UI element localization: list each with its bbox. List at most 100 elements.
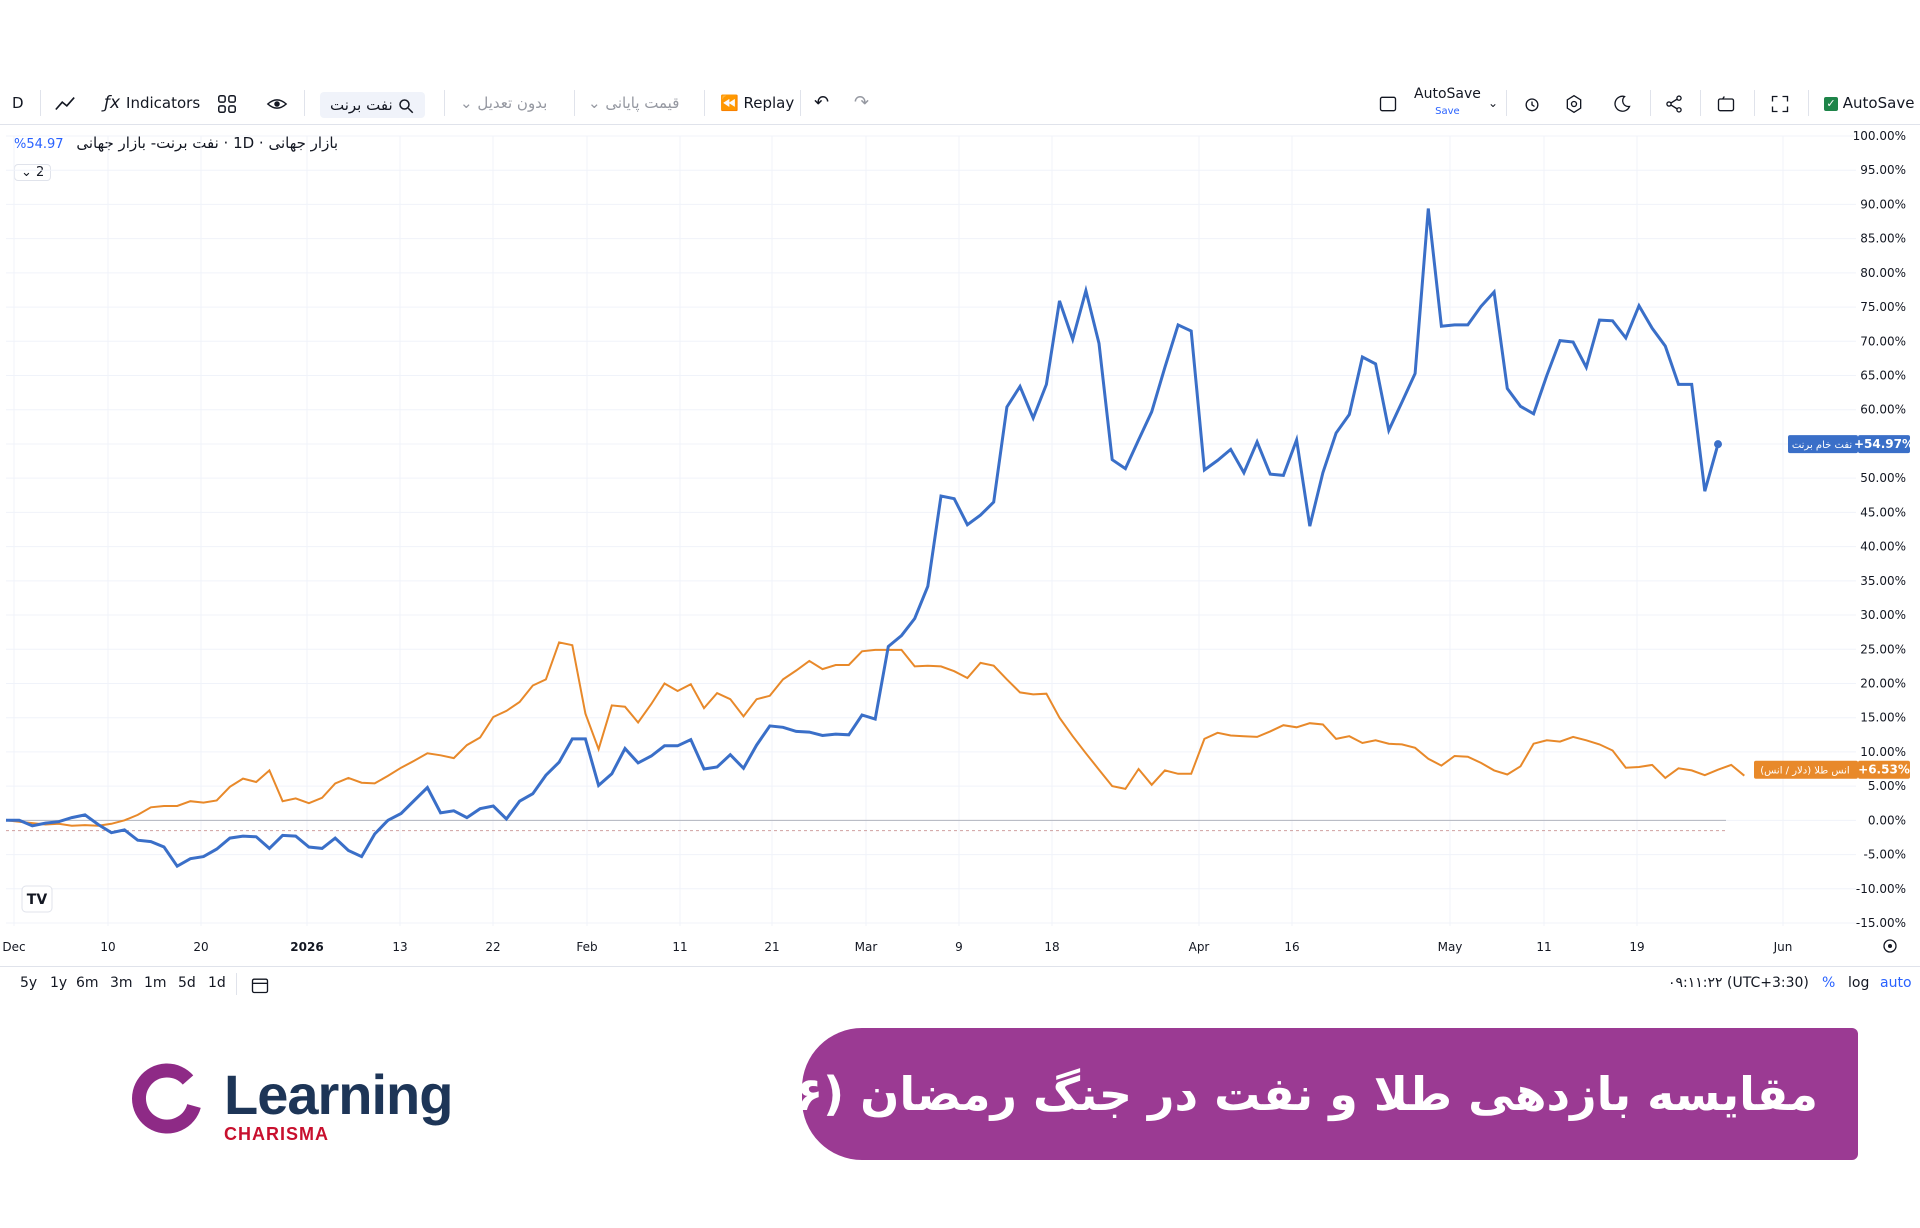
chevron-down-icon: ⌄	[1488, 96, 1499, 110]
autosave-label: AutoSave	[1414, 86, 1481, 102]
fullscreen-button[interactable]	[1770, 92, 1790, 114]
theme-button[interactable]	[1612, 92, 1632, 114]
redo-button[interactable]: ↷	[854, 92, 869, 114]
y-tick-label: 45.00%	[1860, 505, 1906, 519]
y-tick-label: 60.00%	[1860, 403, 1906, 417]
x-tick-label: Apr	[1189, 940, 1210, 954]
x-tick-label: 19	[1629, 940, 1644, 954]
legend-collapse-button[interactable]: ⌄ 2	[14, 164, 52, 181]
fullscreen-icon	[1771, 95, 1789, 112]
x-tick-label: 21	[764, 940, 779, 954]
square-icon	[1379, 96, 1397, 111]
toolbar-divider	[304, 90, 305, 116]
symbol-search-button[interactable]: نفت برنت	[320, 92, 426, 118]
settings-button[interactable]	[1564, 92, 1584, 114]
y-tick-label: 50.00%	[1860, 471, 1906, 485]
y-tick-label: 40.00%	[1860, 540, 1906, 554]
adjustment-dropdown[interactable]: ⌄ بدون تعدیل	[460, 94, 548, 112]
percent-toggle[interactable]: %	[1822, 975, 1836, 991]
y-tick-label: 35.00%	[1860, 574, 1906, 588]
title-banner: مقایسه بازدهی طلا و نفت در جنگ رمضان (۶ …	[652, 1028, 1858, 1160]
price-label-brent-value: +54.97%	[1854, 437, 1914, 451]
alert-button[interactable]	[1522, 92, 1542, 114]
range-button-1m[interactable]: 1m	[144, 975, 167, 991]
range-button-5d[interactable]: 5d	[178, 975, 196, 991]
chart-type-button[interactable]	[54, 92, 76, 114]
y-tick-label: 85.00%	[1860, 232, 1906, 246]
y-tick-label: 70.00%	[1860, 334, 1906, 348]
x-tick-label: Mar	[855, 940, 878, 954]
autosave-button[interactable]: AutoSave Save	[1414, 86, 1481, 117]
interval-button[interactable]: D	[12, 94, 24, 112]
replay-button[interactable]: ⏪ Replay	[720, 92, 794, 114]
price-label-brent: نفت خام برنت +54.97%	[1788, 435, 1914, 454]
share-icon	[1666, 94, 1682, 113]
range-button-5y[interactable]: 5y	[20, 975, 38, 991]
y-tick-label: -5.00%	[1864, 848, 1906, 862]
checkbox-checked-icon: ✓	[1824, 96, 1838, 111]
y-tick-label: 15.00%	[1860, 711, 1906, 725]
y-tick-label: 25.00%	[1860, 642, 1906, 656]
toolbar-divider	[1700, 90, 1701, 116]
x-tick-label: 22	[485, 940, 500, 954]
series-last-point-brent	[1714, 440, 1722, 449]
x-tick-label: 10	[100, 940, 115, 954]
range-button-1d[interactable]: 1d	[208, 975, 226, 991]
gear-icon	[1566, 94, 1582, 113]
range-button-1y[interactable]: 1y	[50, 975, 68, 991]
y-tick-label: 20.00%	[1860, 676, 1906, 690]
svg-text:TV: TV	[27, 892, 48, 908]
autosave-checkbox[interactable]: ✓ AutoSave	[1824, 92, 1914, 114]
chart-grid	[6, 135, 1856, 926]
symbol-search-label: نفت برنت	[330, 96, 393, 114]
replay-icon: ⏪	[720, 94, 739, 112]
log-toggle[interactable]: log	[1848, 975, 1870, 991]
share-button[interactable]	[1664, 92, 1684, 114]
templates-button[interactable]	[216, 92, 238, 114]
camera-icon	[1717, 95, 1735, 111]
autosave-sublabel: Save	[1435, 106, 1460, 117]
y-tick-label: -15.00%	[1856, 916, 1906, 930]
indicators-button[interactable]: ƒx Indicators	[104, 92, 200, 114]
chart-bottom-bar: 5y 1y 6m 3m 1m 5d 1d ۰۹:۱۱:۲۲ (UTC+3:30)…	[0, 966, 1920, 1001]
learning-charisma-logo-mark	[132, 1063, 201, 1134]
logo-wordmark: Learning	[224, 1063, 453, 1126]
x-tick-label: 2026	[290, 940, 323, 954]
autosave-dropdown[interactable]: ⌄	[1488, 92, 1498, 114]
toolbar-divider	[444, 90, 445, 116]
range-button-3m[interactable]: 3m	[110, 975, 133, 991]
auto-toggle[interactable]: auto	[1880, 975, 1912, 991]
axis-settings-button	[1883, 939, 1897, 953]
undo-icon: ↶	[814, 92, 830, 113]
price-type-dropdown[interactable]: ⌄ قیمت پایانی	[588, 94, 680, 112]
toolbar-divider	[1650, 90, 1651, 116]
chart-canvas[interactable]: 100.00%95.00%90.00%85.00%80.00%75.00%70.…	[0, 126, 1920, 966]
series-line-brent	[6, 208, 1720, 869]
visibility-button[interactable]	[266, 92, 288, 114]
go-to-date-button[interactable]	[250, 975, 270, 995]
x-tick-label: Feb	[576, 940, 597, 954]
snapshot-button[interactable]	[1716, 92, 1736, 114]
toolbar-divider	[40, 90, 41, 116]
x-tick-label: 11	[1536, 940, 1551, 954]
tradingview-logo: TV	[21, 885, 53, 913]
layout-button[interactable]	[1378, 92, 1398, 114]
x-tick-label: 18	[1044, 940, 1059, 954]
price-label-gold-name: انس طلا (دلار / انس)	[1760, 766, 1849, 777]
x-axis: Dec 10 20 2026 13 22 Feb 11 21 Mar 9 18 Apr 16 May 11 19…	[2, 940, 1792, 954]
legend-title: بازار جهانی · 1D · نفت برنت- بازار جهانی	[76, 134, 339, 152]
alarm-clock-icon	[1525, 97, 1539, 111]
undo-button[interactable]: ↶	[814, 92, 829, 114]
y-tick-label: 30.00%	[1860, 608, 1906, 622]
x-tick-label: 13	[392, 940, 407, 954]
range-button-6m[interactable]: 6m	[76, 975, 99, 991]
x-tick-label: 9	[955, 940, 963, 954]
autosave-right-label: AutoSave	[1842, 94, 1915, 112]
series-legend[interactable]: بازار جهانی · 1D · نفت برنت- بازار جهانی…	[14, 134, 338, 152]
toolbar-divider	[800, 90, 801, 116]
toolbar-divider	[704, 90, 705, 116]
y-tick-label: 5.00%	[1868, 779, 1906, 793]
price-label-gold-value: +6.53%	[1858, 763, 1910, 777]
grid-icon	[218, 94, 236, 113]
timezone-display[interactable]: ۰۹:۱۱:۲۲ (UTC+3:30)	[1668, 975, 1809, 991]
